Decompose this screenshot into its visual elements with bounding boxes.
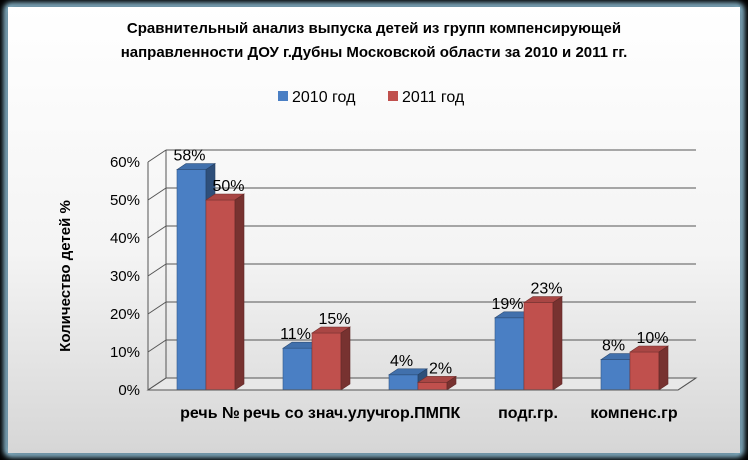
y-tick-label: 30% <box>110 268 140 285</box>
x-tick-label-3: подг.гр. <box>498 405 558 422</box>
bar-1-3 <box>523 302 554 391</box>
bar-0-2 <box>388 374 419 391</box>
y-tick-label: 50% <box>110 192 140 209</box>
bar-0-3 <box>494 317 525 391</box>
data-label-1-0: 50% <box>212 178 244 195</box>
data-label-1-3: 23% <box>530 281 562 298</box>
data-label-0-4: 8% <box>602 338 625 355</box>
x-tick-label-2: гор.ПМПК <box>384 405 461 422</box>
data-label-0-0: 58% <box>173 148 205 165</box>
y-axis-label: Количество детей % <box>57 200 74 352</box>
gridline-depth <box>147 263 167 277</box>
y-tick-label: 0% <box>118 382 140 399</box>
bar-0-0 <box>176 169 207 391</box>
x-tick-label-1: речь со знач.улуч. <box>243 405 389 422</box>
legend-swatch-2011 <box>388 91 398 101</box>
bar-1-1 <box>311 332 342 391</box>
legend-label-2011: 2011 год <box>402 89 465 106</box>
data-label-0-1: 11% <box>280 326 311 343</box>
y-tick-label: 60% <box>110 154 140 171</box>
legend: 2010 год 2011 год <box>278 89 465 106</box>
bar-1-2 <box>417 382 448 391</box>
frame-glow <box>4 3 744 457</box>
data-label-1-1: 15% <box>318 311 350 328</box>
bar-side-1-4 <box>658 345 669 391</box>
bar-0-4 <box>600 359 631 391</box>
bar-0-1 <box>282 347 313 391</box>
gridline-depth <box>147 301 167 315</box>
bar-1-0 <box>205 199 236 391</box>
gridline-depth <box>147 187 167 201</box>
y-tick-label: 40% <box>110 230 140 247</box>
gridline-depth <box>147 225 167 239</box>
gridline-depth <box>147 339 167 353</box>
bar-side-1-0 <box>234 193 245 391</box>
legend-swatch-2010 <box>278 91 288 101</box>
x-tick-label-4: компенс.гр <box>590 405 677 422</box>
floor-edge <box>677 377 697 391</box>
y-tick-label: 20% <box>110 306 140 323</box>
plot-area: 0% 10% 20% 30% 40% 50% 60% 58% 50% речь № 11% 15% ре… <box>110 148 698 422</box>
bar-side-1-3 <box>552 296 563 391</box>
legend-label-2010: 2010 год <box>292 89 356 106</box>
chart-title-line-1: Сравнительный анализ выпуска детей из гр… <box>127 20 621 37</box>
data-label-1-4: 10% <box>636 330 668 347</box>
gridline-depth <box>147 149 167 163</box>
y-tick-label: 10% <box>110 344 140 361</box>
data-label-0-2: 4% <box>390 353 413 370</box>
data-label-1-2: 2% <box>429 360 452 377</box>
chart-title-line-2: направленности ДОУ г.Дубны Московской об… <box>121 44 628 61</box>
bar-side-1-2 <box>446 375 457 391</box>
data-label-0-3: 19% <box>491 296 523 313</box>
bar-side-1-1 <box>340 326 351 391</box>
bar-1-4 <box>629 351 660 391</box>
x-tick-label-0: речь № <box>180 405 240 422</box>
gridline-depth <box>147 377 167 391</box>
